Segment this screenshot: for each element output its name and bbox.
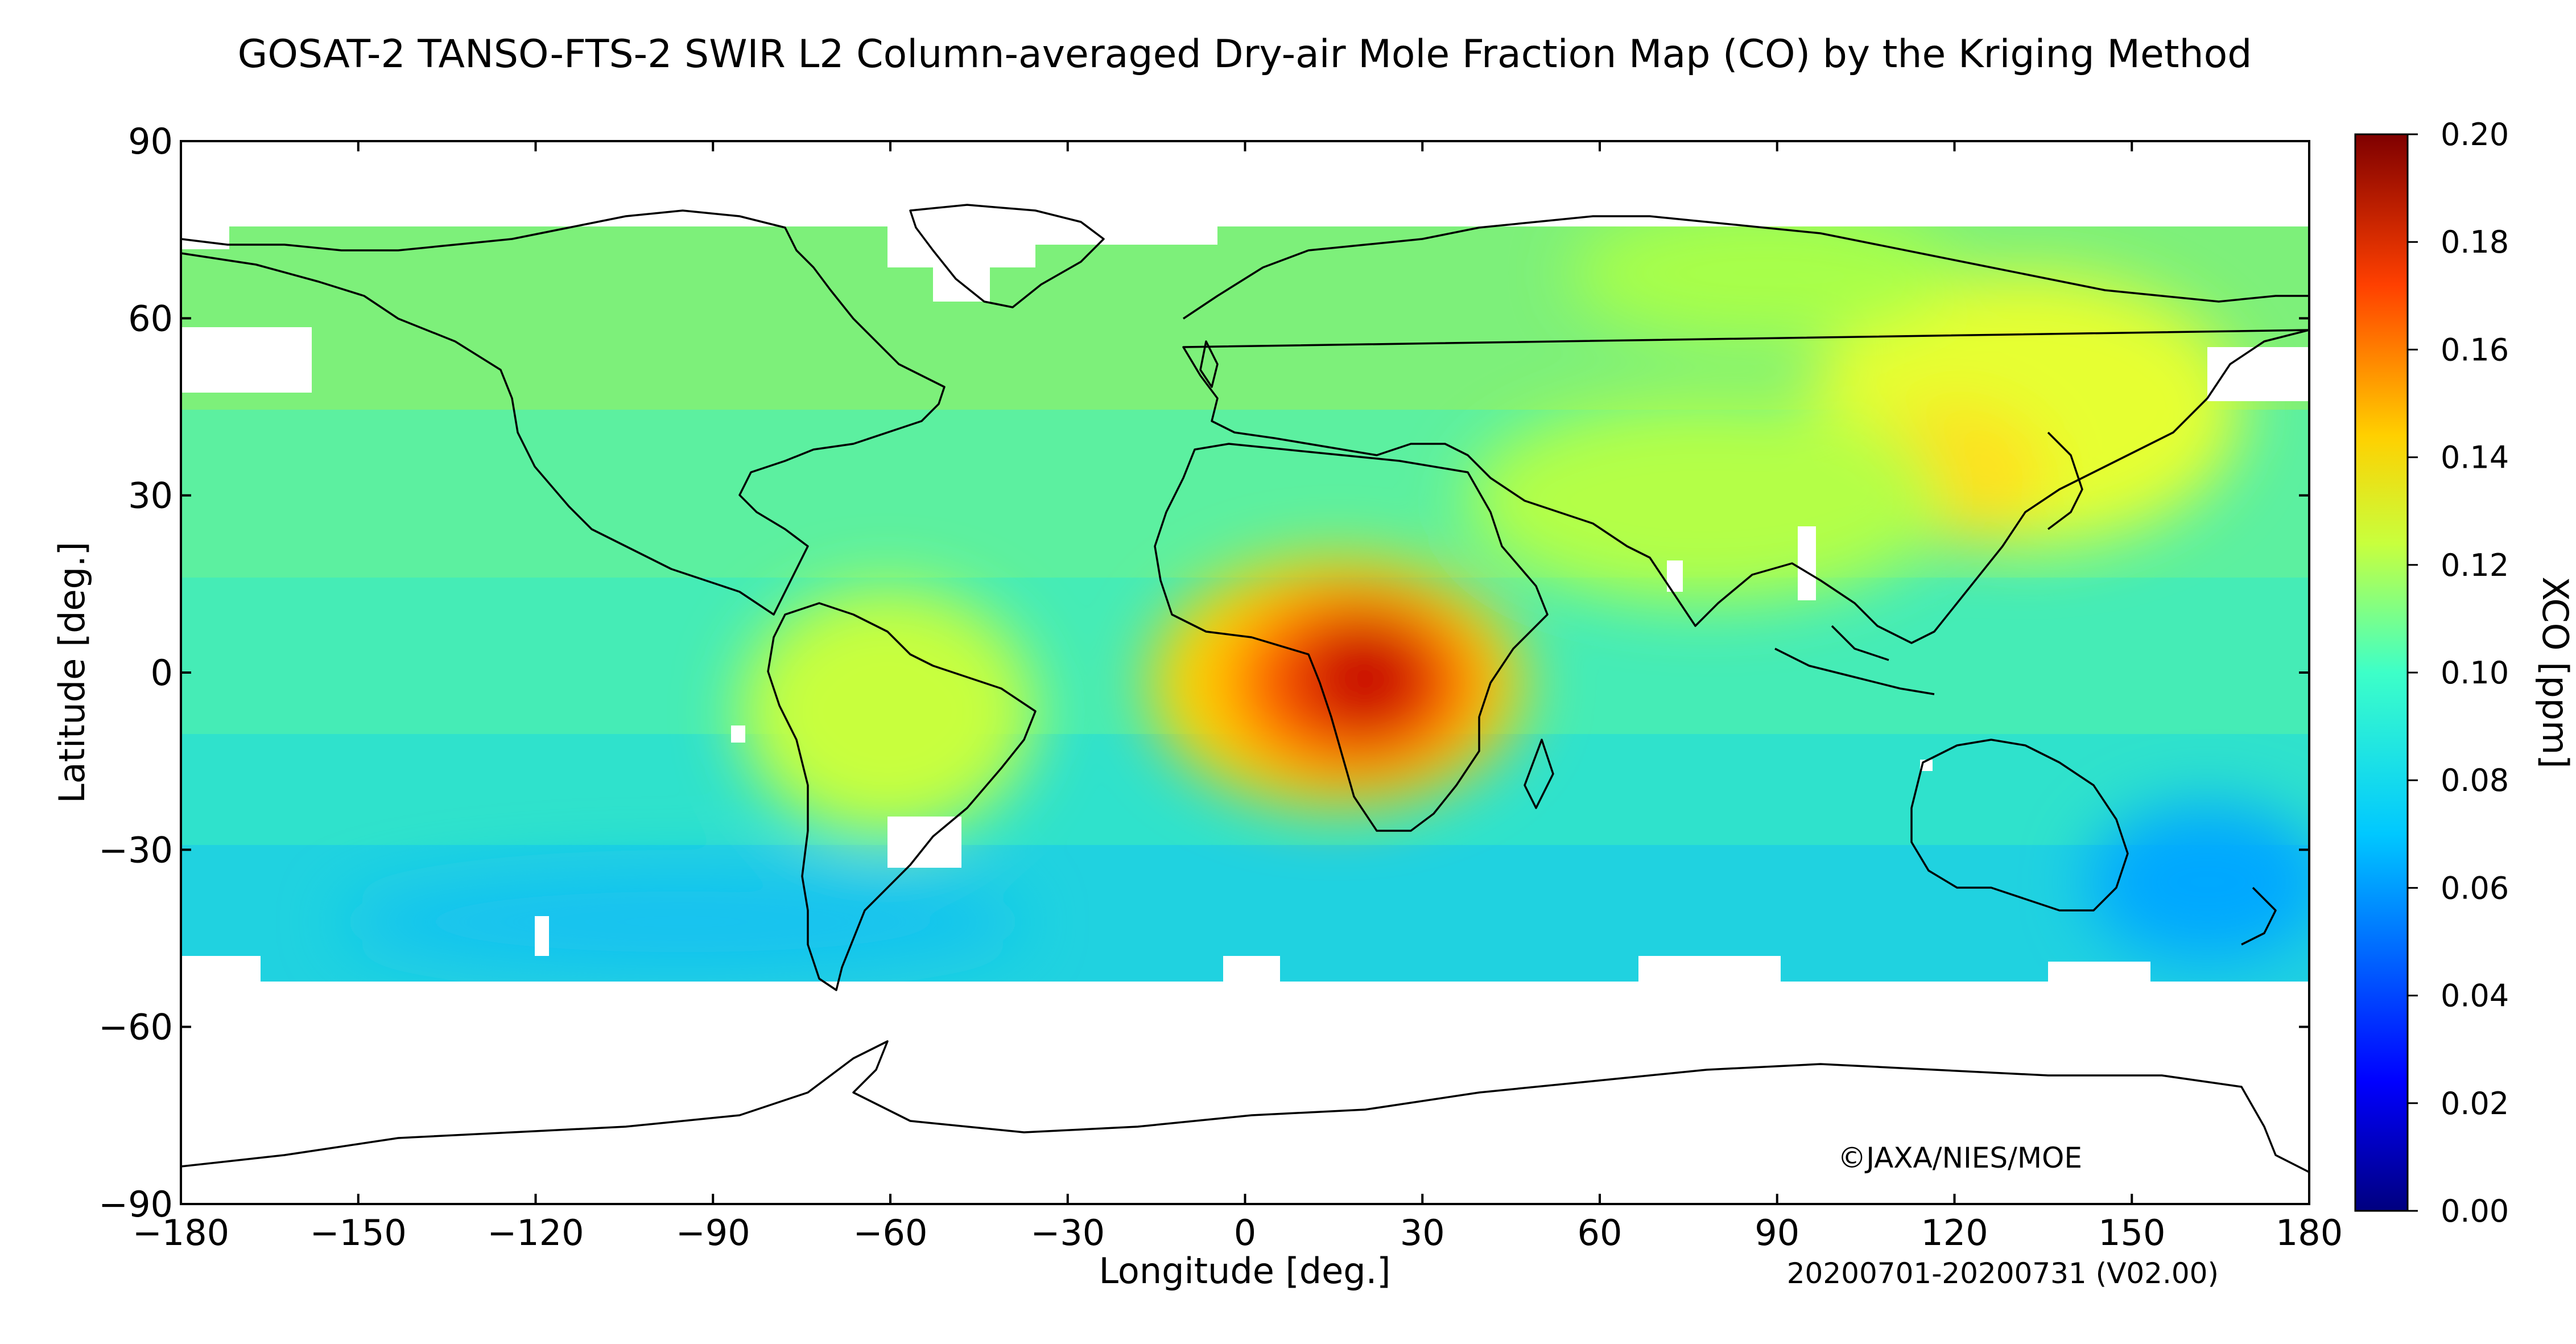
x-tick-label: −90 (676, 1212, 750, 1254)
coastlines (181, 204, 2309, 1173)
coast-south-america (767, 602, 1037, 991)
map-plot-area: ©JAXA/NIES/MOE (181, 141, 2309, 1204)
coast-madagascar (1524, 739, 1554, 809)
colorbar-ticks: 0.20 0.18 0.16 0.14 0.12 0.10 0.08 0.06 0.04 0.02… (2408, 117, 2509, 1229)
chart-title: GOSAT-2 TANSO-FTS-2 SWIR L2 Column-avera… (238, 32, 2252, 77)
x-tick-label: 180 (2276, 1212, 2343, 1254)
x-axis-label: Longitude [deg.] (1099, 1250, 1390, 1292)
coast-greenland (909, 204, 1105, 308)
colorbar-tick-label: 0.16 (2441, 332, 2509, 368)
y-tick-label: −90 (98, 1184, 173, 1225)
y-tick-label: 60 (128, 298, 173, 339)
x-tick-label: −60 (853, 1212, 928, 1254)
x-tick-label: 30 (1400, 1212, 1445, 1254)
colorbar-tick-label: 0.08 (2441, 762, 2509, 798)
colorbar-gradient (2354, 133, 2409, 1212)
colorbar-tick-label: 0.14 (2441, 440, 2509, 476)
x-tick-label: 60 (1578, 1212, 1623, 1254)
colorbar-tick-label: 0.12 (2441, 547, 2509, 583)
coast-indonesia (1774, 625, 1935, 695)
coast-australia (1910, 739, 2129, 912)
colorbar-tick-label: 0.18 (2441, 224, 2509, 260)
y-tick-label: 0 (151, 652, 173, 694)
missing-data-patches (181, 141, 2309, 1204)
colorbar: 0.20 0.18 0.16 0.14 0.12 0.10 0.08 0.06 0.04 0.02… (2354, 117, 2576, 1229)
coast-uk (1199, 340, 1219, 388)
x-tick-label: 150 (2098, 1212, 2165, 1254)
y-axis-label: Latitude [deg.] (51, 542, 93, 803)
colorbar-tick-label: 0.02 (2441, 1086, 2509, 1122)
x-tick-label: 0 (1234, 1212, 1256, 1254)
xco-field (181, 141, 2309, 1204)
y-tick-label: −60 (98, 1007, 173, 1048)
x-tick-label: −120 (487, 1212, 584, 1254)
colorbar-label: XCO [ppm] (2534, 576, 2576, 768)
coast-africa (1154, 443, 1549, 832)
colorbar-tick-label: 0.04 (2441, 978, 2509, 1014)
colorbar-tick-label: 0.20 (2441, 117, 2509, 152)
x-tick-label: −180 (133, 1212, 229, 1254)
coast-new-zealand (2241, 887, 2277, 946)
y-tick-label: 30 (128, 475, 173, 517)
colorbar-tick-label: 0.00 (2441, 1193, 2509, 1229)
coast-japan (2047, 431, 2083, 530)
y-axis-ticks: 90 60 30 0 −30 −60 −90 (98, 121, 2309, 1225)
x-tick-label: −150 (310, 1212, 407, 1254)
colorbar-tick-label: 0.06 (2441, 870, 2509, 906)
period-text: 20200701-20200731 (V02.00) (1787, 1257, 2219, 1290)
coast-europe-asia (1182, 215, 2309, 644)
credit-text: ©JAXA/NIES/MOE (1838, 1141, 2082, 1174)
x-tick-label: −30 (1030, 1212, 1105, 1254)
coast-antarctica (181, 1040, 2309, 1173)
x-axis-ticks: −180 −150 −120 −90 −60 −30 0 30 60 90 120 150 180 (133, 141, 2343, 1254)
colorbar-tick-label: 0.10 (2441, 655, 2509, 691)
y-tick-label: −30 (98, 829, 173, 871)
x-tick-label: 120 (1921, 1212, 1988, 1254)
x-tick-label: 90 (1755, 1212, 1799, 1254)
coast-north-america (181, 209, 946, 616)
y-tick-label: 90 (128, 121, 173, 162)
